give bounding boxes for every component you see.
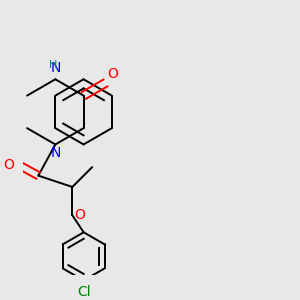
- Text: N: N: [50, 146, 61, 160]
- Text: O: O: [3, 158, 14, 172]
- Text: O: O: [107, 68, 118, 81]
- Text: O: O: [74, 208, 85, 222]
- Text: H: H: [49, 60, 57, 70]
- Text: N: N: [50, 61, 61, 75]
- Text: Cl: Cl: [77, 285, 91, 299]
